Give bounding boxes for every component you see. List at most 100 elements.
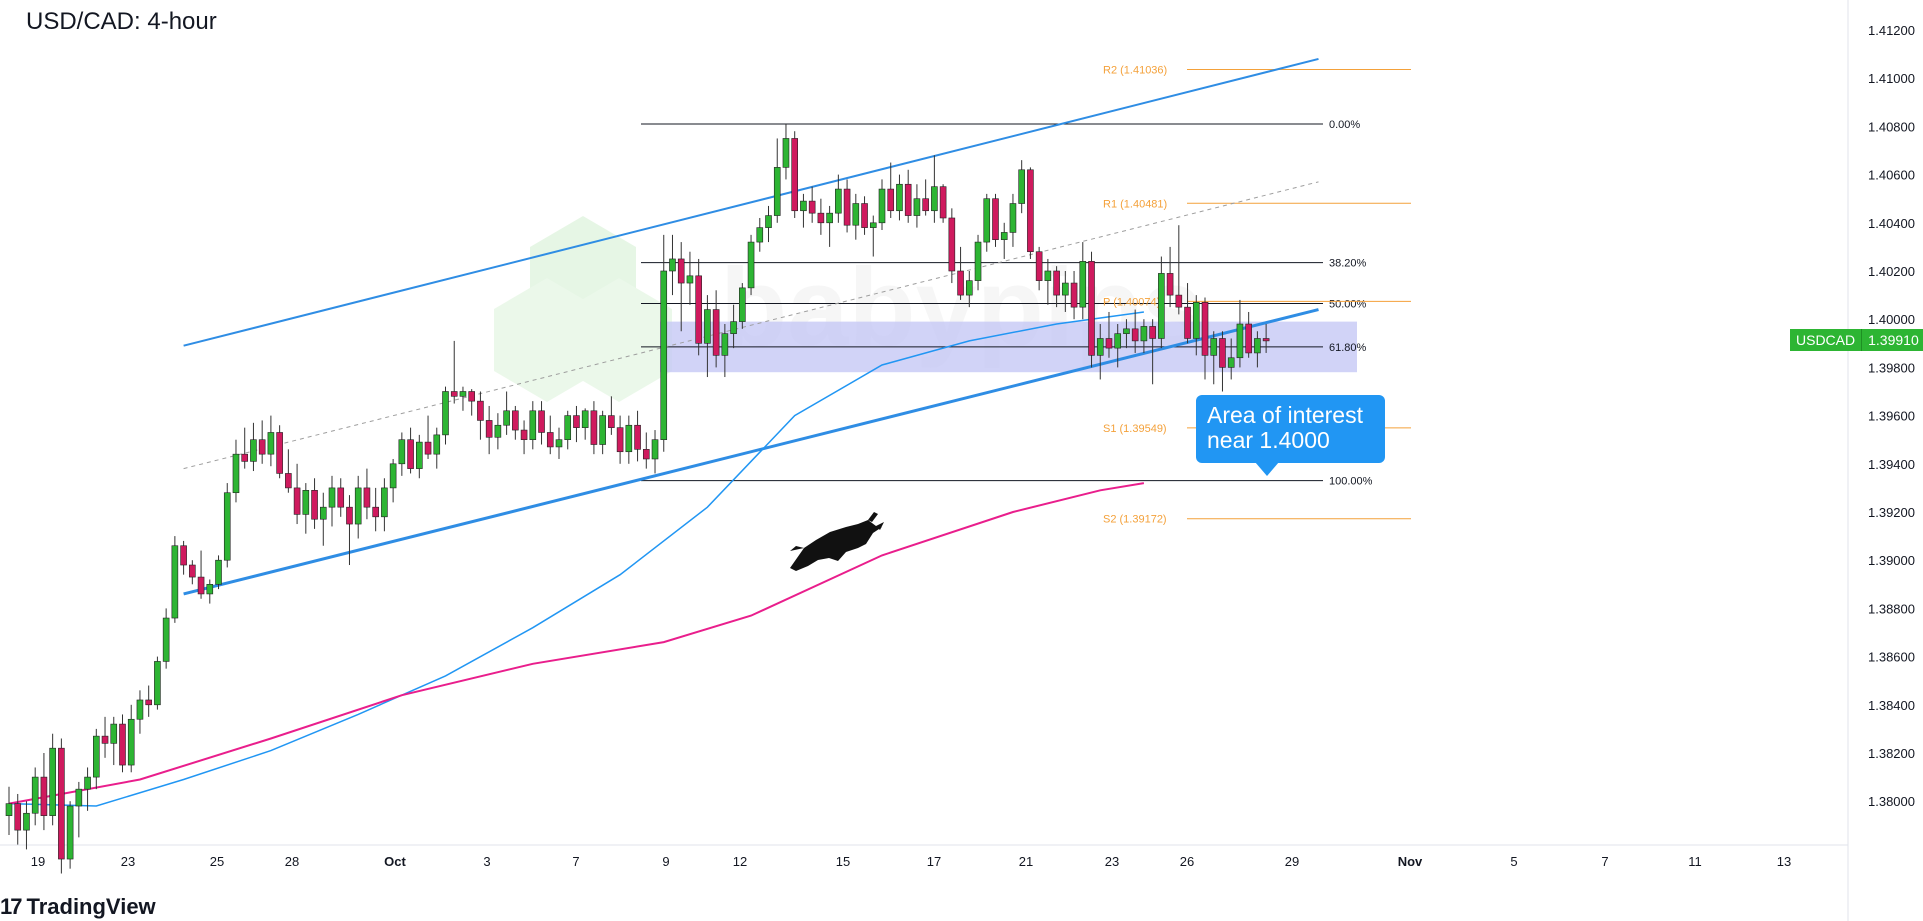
candle-body bbox=[712, 309, 720, 356]
candle-body bbox=[346, 506, 353, 525]
candle-body bbox=[127, 718, 135, 766]
candle-body bbox=[485, 420, 493, 438]
candle-body bbox=[686, 275, 694, 284]
candle-body bbox=[250, 439, 257, 462]
candle-body bbox=[843, 188, 851, 226]
candle-body bbox=[1070, 282, 1078, 308]
candle-body bbox=[1140, 326, 1148, 342]
candle-body bbox=[747, 241, 755, 289]
levels: 0.00% 38.20% 50.00% 61.80% 100.00% R2 (1.4103… bbox=[641, 65, 1411, 526]
candle-body bbox=[1210, 338, 1218, 356]
candle-body bbox=[1053, 270, 1060, 296]
candle-body bbox=[1254, 338, 1261, 354]
time-tick-label: 3 bbox=[483, 854, 490, 869]
candle-body bbox=[1105, 338, 1113, 349]
price-tick-label: 1.38800 bbox=[1868, 601, 1915, 616]
candle-body bbox=[110, 723, 118, 744]
time-tick-label: 11 bbox=[1688, 854, 1702, 869]
candle-body bbox=[913, 198, 921, 216]
candle-body bbox=[119, 723, 126, 766]
candle-body bbox=[782, 138, 790, 168]
candle-body bbox=[1149, 326, 1156, 339]
time-tick-label: Nov bbox=[1398, 854, 1423, 869]
candle-body bbox=[791, 138, 799, 212]
candle-body bbox=[337, 487, 345, 508]
fib-level-label: 100.00% bbox=[1329, 476, 1373, 488]
candle-body bbox=[1262, 338, 1270, 342]
candle-body bbox=[49, 747, 56, 816]
candle-body bbox=[773, 167, 781, 216]
callout-tail bbox=[1255, 462, 1279, 476]
candle-body bbox=[546, 432, 554, 448]
candle-body bbox=[293, 487, 301, 515]
time-tick-label: 12 bbox=[733, 854, 747, 869]
candle-body bbox=[529, 410, 537, 440]
candle-body bbox=[957, 270, 964, 296]
tradingview-brand[interactable]: 17 TradingView bbox=[0, 894, 156, 920]
candle-body bbox=[1245, 323, 1252, 354]
price-tick-label: 1.39800 bbox=[1868, 360, 1915, 375]
tradingview-name: TradingView bbox=[26, 894, 156, 919]
pivot-level-label: R2 (1.41036) bbox=[1103, 65, 1167, 77]
candle-body bbox=[1044, 270, 1052, 281]
time-tick-label: 5 bbox=[1510, 854, 1517, 869]
candle-body bbox=[721, 333, 729, 356]
candle-body bbox=[1184, 306, 1191, 339]
candle-body bbox=[651, 439, 659, 460]
candle-body bbox=[389, 463, 397, 489]
price-tick-label: 1.40800 bbox=[1868, 119, 1915, 134]
time-tick-label: 23 bbox=[121, 854, 135, 869]
candle-body bbox=[1027, 169, 1034, 253]
pivot-level-label: S2 (1.39172) bbox=[1103, 514, 1167, 526]
candle-body bbox=[878, 188, 886, 224]
candle-body bbox=[817, 212, 825, 224]
candle-body bbox=[328, 487, 336, 508]
candle-body bbox=[1009, 203, 1017, 233]
price-tick-label: 1.38400 bbox=[1868, 698, 1915, 713]
price-tick-label: 1.40200 bbox=[1868, 264, 1915, 279]
price-tick-label: 1.41200 bbox=[1868, 23, 1915, 38]
pivot-level-label: P (1.40074) bbox=[1103, 296, 1160, 308]
candle-body bbox=[1000, 232, 1008, 240]
pivot-level-label: S1 (1.39549) bbox=[1103, 423, 1167, 435]
candle-body bbox=[93, 735, 100, 778]
channel bbox=[183, 57, 1319, 596]
callout-line1: Area of interest bbox=[1207, 402, 1363, 428]
candle-body bbox=[154, 661, 161, 706]
time-tick-label: Oct bbox=[384, 854, 406, 869]
candle-body bbox=[564, 415, 572, 441]
candle-body bbox=[241, 453, 249, 462]
candle-body bbox=[965, 280, 973, 296]
watermark: babypips bbox=[494, 216, 1203, 402]
candle-body bbox=[477, 400, 484, 421]
candle-body bbox=[1131, 328, 1139, 342]
candle-body bbox=[215, 559, 222, 585]
candle-body bbox=[468, 391, 475, 402]
candle-body bbox=[232, 453, 240, 494]
price-tick-label: 1.40000 bbox=[1868, 312, 1915, 327]
candle-body bbox=[503, 410, 510, 426]
candle-body bbox=[660, 270, 668, 440]
candle-body bbox=[319, 506, 327, 520]
time-tick-label: 9 bbox=[662, 854, 669, 869]
pivot-level-label: R1 (1.40481) bbox=[1103, 198, 1167, 210]
candle-body bbox=[197, 576, 205, 595]
candle-body bbox=[887, 188, 895, 212]
candle-body bbox=[31, 776, 39, 814]
candle-body bbox=[800, 200, 807, 212]
candle-body bbox=[1236, 323, 1244, 359]
candle-body bbox=[442, 391, 449, 436]
grid bbox=[0, 0, 1849, 921]
candle-body bbox=[258, 439, 266, 455]
candle-body bbox=[1114, 333, 1122, 349]
candle-body bbox=[922, 198, 929, 212]
price-tick-label: 1.39600 bbox=[1868, 409, 1915, 424]
time-tick-label: 28 bbox=[285, 854, 299, 869]
candle-body bbox=[276, 432, 283, 474]
candle-body bbox=[75, 788, 83, 807]
tradingview-logo-icon: 17 bbox=[0, 894, 23, 919]
price-tick-label: 1.39200 bbox=[1868, 505, 1915, 520]
candle-body bbox=[1088, 261, 1095, 356]
candle-body bbox=[756, 227, 764, 243]
